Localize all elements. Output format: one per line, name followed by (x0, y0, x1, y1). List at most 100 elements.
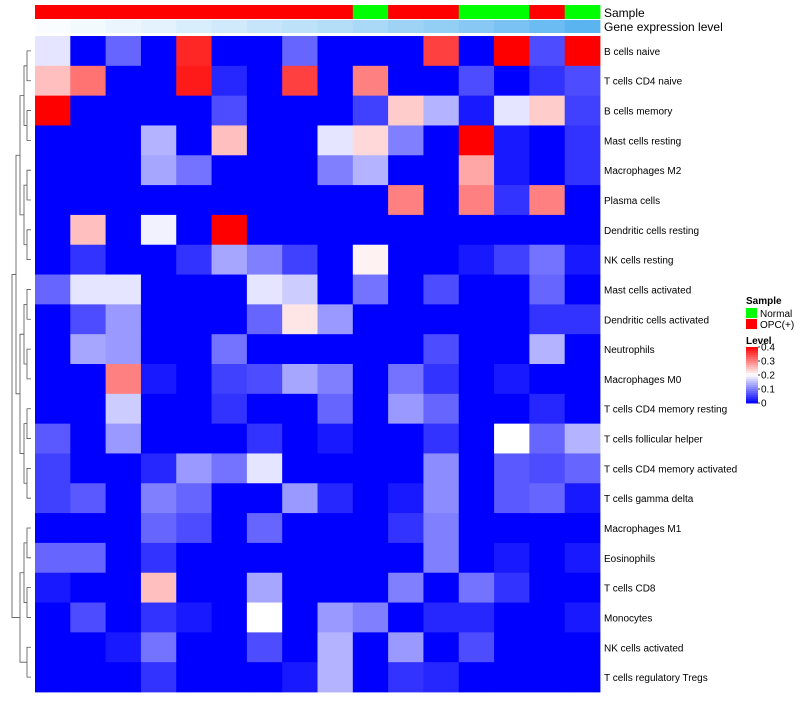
heatmap-cell (352, 274, 389, 305)
heatmap-cell (564, 214, 601, 246)
heatmap-cell (282, 393, 318, 425)
heatmap-cell (494, 542, 530, 574)
heatmap-cell (35, 662, 71, 693)
heatmap-cell (176, 483, 212, 514)
heatmap-cell (458, 513, 495, 544)
heatmap-cell (352, 95, 389, 126)
heatmap-cell (352, 244, 389, 275)
heatmap-cell (140, 542, 177, 574)
heatmap-cell (317, 125, 354, 156)
legend-gradient-step (746, 379, 758, 382)
heatmap-cell (140, 572, 177, 603)
heatmap-cell (388, 334, 424, 365)
row-label: Eosinophils (604, 554, 655, 565)
heatmap-cell (317, 95, 354, 126)
legend-gradient-step (746, 381, 758, 384)
heatmap-cell (529, 334, 566, 365)
heatmap-cell (282, 542, 318, 574)
heatmap-cell (246, 364, 283, 395)
expression-annotation-cell (282, 20, 318, 33)
row-label: T cells CD8 (604, 584, 656, 595)
heatmap-cell (176, 274, 212, 305)
legend-gradient-step (746, 399, 758, 402)
heatmap-cell (317, 334, 354, 365)
heatmap-cell (246, 572, 283, 603)
dendrogram-branch (26, 289, 31, 320)
row-label: Neutrophils (604, 345, 655, 356)
heatmap-cell (105, 185, 142, 216)
legend-tick-label: 0.1 (761, 385, 775, 396)
sample-annotation-cell (35, 5, 71, 19)
dendrogram-branch (26, 169, 31, 201)
heatmap-cell (246, 65, 283, 97)
legend-gradient-step (746, 361, 758, 364)
heatmap-cell (35, 334, 71, 365)
heatmap-cell (211, 334, 248, 365)
row-labels: B cells naive T cells CD4 naive B cells me… (604, 47, 737, 684)
legend-gradient-step (746, 365, 758, 368)
heatmap-cell (246, 334, 283, 365)
heatmap-cell (70, 334, 107, 365)
heatmap-cell (529, 185, 566, 216)
heatmap-cell (317, 304, 354, 335)
heatmap-cell (105, 632, 142, 663)
row-label: T cells CD4 memory resting (604, 405, 727, 416)
heatmap-cell (105, 274, 142, 305)
heatmap-cell (105, 214, 142, 246)
dendrogram-branch (26, 229, 31, 261)
heatmap-cell (494, 364, 530, 395)
heatmap-cell (105, 542, 142, 574)
heatmap-cell (494, 602, 530, 633)
heatmap-cell (352, 304, 389, 335)
row-label: Macrophages M2 (604, 166, 682, 177)
heatmap-cell (494, 95, 530, 126)
heatmap-cell (282, 602, 318, 633)
heatmap-cell (70, 572, 107, 603)
heatmap-cell (35, 513, 71, 544)
heatmap-cell (140, 453, 177, 484)
heatmap-cell (423, 513, 460, 544)
heatmap-cell (494, 36, 530, 67)
heatmap-cell (494, 453, 530, 484)
heatmap-cell (246, 393, 283, 425)
heatmap-cell (317, 572, 354, 603)
heatmap-cell (529, 453, 566, 484)
heatmap-cell (70, 185, 107, 216)
heatmap-cell (105, 334, 142, 365)
heatmap-cell (282, 572, 318, 603)
heatmap-cells (35, 36, 601, 693)
heatmap-cell (317, 513, 354, 544)
heatmap-cell (458, 304, 495, 335)
heatmap-cell (423, 572, 460, 603)
heatmap-cell (529, 214, 566, 246)
heatmap-cell (140, 214, 177, 246)
heatmap-cell (529, 364, 566, 395)
heatmap-cell (352, 423, 389, 454)
row-label: T cells regulatory Tregs (604, 673, 708, 684)
sample-annotation-cell (529, 5, 566, 19)
heatmap-cell (458, 125, 495, 156)
heatmap-cell (246, 542, 283, 574)
heatmap-cell (352, 36, 389, 67)
heatmap-cell (352, 542, 389, 574)
heatmap-cell (211, 36, 248, 67)
heatmap-cell (458, 274, 495, 305)
legend-gradient-step (746, 353, 758, 356)
heatmap-cell (423, 304, 460, 335)
heatmap-cell (529, 36, 566, 67)
row-label: T cells follicular helper (604, 435, 703, 446)
expression-annotation-cell (458, 20, 495, 33)
heatmap-cell (211, 393, 248, 425)
heatmap-cell (564, 65, 601, 97)
heatmap-cell (494, 65, 530, 97)
heatmap-cell (494, 334, 530, 365)
heatmap-cell (70, 423, 107, 454)
heatmap-cell (35, 95, 71, 126)
sample-annotation-cell (282, 5, 318, 19)
sample-annotation-cell (564, 5, 601, 19)
heatmap-cell (317, 542, 354, 574)
legend-gradient-step (746, 389, 758, 392)
heatmap-cell (564, 453, 601, 484)
row-label: T cells CD4 memory activated (604, 464, 737, 475)
